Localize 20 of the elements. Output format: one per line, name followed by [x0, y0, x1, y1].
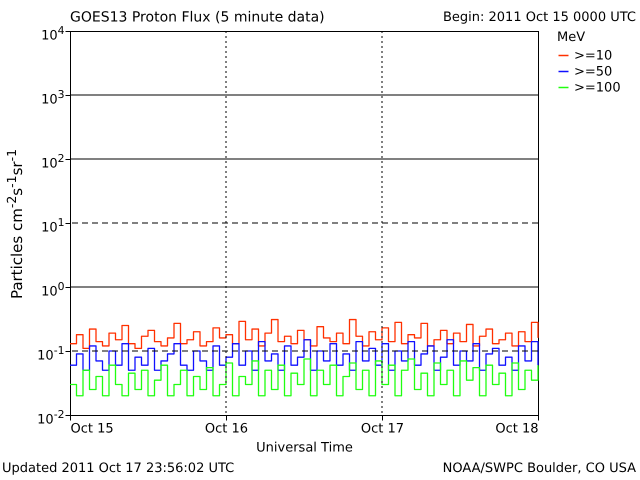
x-tick-label: Oct 16	[204, 422, 248, 436]
x-tick-label: Oct 18	[495, 422, 538, 436]
legend-label: >=100	[574, 80, 621, 96]
y-tick-label: 10$^{1}$	[41, 214, 64, 236]
legend-title: MeV	[557, 30, 586, 45]
y-tick-label: 10$^{4}$	[41, 22, 64, 44]
y-tick-label: 10$^{3}$	[41, 86, 64, 108]
y-tick-label: 10$^{0}$	[41, 278, 64, 300]
x-axis-title: Universal Time	[256, 440, 353, 456]
text: Updated 2011 Oct 17 23:56:02 UTC	[2, 461, 234, 476]
legend-label: >=50	[574, 64, 612, 80]
y-tick-label: 10$^{-1}$	[37, 342, 64, 364]
legend-label: >=10	[574, 48, 612, 64]
text: Begin: 2011 Oct 15 0000 UTC	[442, 10, 636, 25]
y-tick-label: 10$^{2}$	[41, 150, 64, 172]
text: NOAA/SWPC Boulder, CO USA	[442, 461, 636, 476]
x-tick-label: Oct 15	[70, 422, 114, 436]
chart-title: GOES13 Proton Flux (5 minute data)	[70, 10, 325, 26]
x-tick-label: Oct 17	[360, 422, 404, 436]
y-tick-label: 10$^{-2}$	[37, 406, 64, 428]
